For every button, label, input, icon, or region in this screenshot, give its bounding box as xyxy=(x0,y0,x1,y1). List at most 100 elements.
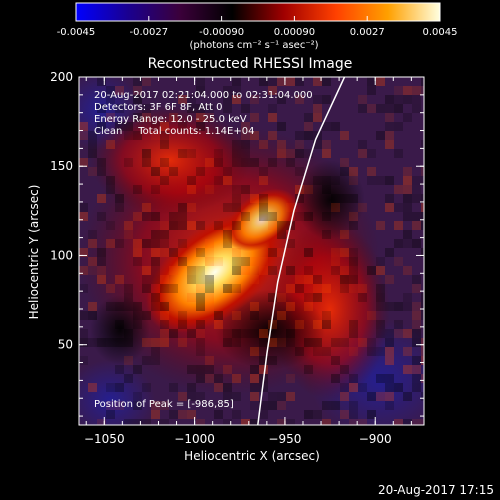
heatmap-pixel xyxy=(205,374,214,383)
heatmap-pixel xyxy=(349,419,358,425)
heatmap-pixel xyxy=(331,356,340,365)
heatmap-pixel xyxy=(106,95,115,104)
heatmap-pixel xyxy=(169,266,178,275)
heatmap-pixel xyxy=(403,266,412,275)
heatmap-pixel xyxy=(403,230,412,239)
heatmap-pixel xyxy=(97,248,106,257)
heatmap-pixel xyxy=(250,302,259,311)
heatmap-pixel xyxy=(223,104,232,113)
y-axis-label: Heliocentric Y (arcsec) xyxy=(27,185,41,320)
heatmap-pixel xyxy=(187,365,196,374)
heatmap-pixel xyxy=(421,293,424,302)
heatmap-pixel xyxy=(124,293,133,302)
heatmap-pixel xyxy=(322,320,331,329)
heatmap-pixel xyxy=(205,257,214,266)
heatmap-pixel xyxy=(421,392,424,401)
colorbar-tick-label: 0.0027 xyxy=(350,27,385,38)
heatmap-pixel xyxy=(106,410,115,419)
heatmap-pixel xyxy=(205,239,214,248)
heatmap-pixel xyxy=(331,374,340,383)
heatmap-pixel xyxy=(421,203,424,212)
heatmap-pixel xyxy=(376,293,385,302)
heatmap-pixel xyxy=(394,122,403,131)
heatmap-pixel xyxy=(214,158,223,167)
heatmap-dark-region xyxy=(90,295,150,365)
heatmap-pixel xyxy=(142,338,151,347)
heatmap-pixel xyxy=(313,113,322,122)
heatmap-pixel xyxy=(277,221,286,230)
heatmap-pixel xyxy=(421,77,424,86)
heatmap-pixel xyxy=(376,176,385,185)
heatmap-pixel xyxy=(205,158,214,167)
heatmap-pixel xyxy=(124,221,133,230)
heatmap-pixel xyxy=(124,338,133,347)
heatmap-pixel xyxy=(295,77,304,86)
heatmap-pixel xyxy=(178,320,187,329)
heatmap-pixel xyxy=(259,167,268,176)
heatmap-pixel xyxy=(196,365,205,374)
heatmap-pixel xyxy=(97,212,106,221)
heatmap-pixel xyxy=(295,140,304,149)
heatmap-pixel xyxy=(322,176,331,185)
heatmap-pixel xyxy=(187,185,196,194)
heatmap-pixel xyxy=(376,320,385,329)
heatmap-pixel xyxy=(268,248,277,257)
heatmap-pixel xyxy=(322,212,331,221)
heatmap-pixel xyxy=(358,149,367,158)
heatmap-pixel xyxy=(169,383,178,392)
heatmap-pixel xyxy=(268,212,277,221)
heatmap-pixel xyxy=(187,221,196,230)
colorbar-ticks: -0.0045 -0.0027 -0.00090 0.00090 0.0027 0.004… xyxy=(57,16,458,38)
heatmap-pixel xyxy=(367,104,376,113)
heatmap-pixel xyxy=(106,185,115,194)
heatmap-pixel xyxy=(142,266,151,275)
heatmap-pixel xyxy=(241,122,250,131)
heatmap-pixel xyxy=(313,410,322,419)
heatmap-pixel xyxy=(241,257,250,266)
heatmap-pixel xyxy=(295,347,304,356)
heatmap-pixel xyxy=(187,293,196,302)
heatmap-pixel xyxy=(88,383,97,392)
heatmap-pixel xyxy=(160,311,169,320)
heatmap-pixel xyxy=(322,347,331,356)
heatmap-pixel xyxy=(133,302,142,311)
heatmap-pixel xyxy=(268,338,277,347)
heatmap-pixel xyxy=(412,86,421,95)
heatmap-pixel xyxy=(241,185,250,194)
heatmap-pixel xyxy=(313,140,322,149)
heatmap-pixel xyxy=(367,77,376,86)
heatmap-pixel xyxy=(196,284,205,293)
heatmap-pixel xyxy=(295,275,304,284)
heatmap-pixel xyxy=(313,95,322,104)
heatmap-pixel xyxy=(133,95,142,104)
heatmap-pixel xyxy=(403,176,412,185)
heatmap-pixel xyxy=(421,248,424,257)
heatmap-pixel xyxy=(385,338,394,347)
heatmap-pixel xyxy=(106,383,115,392)
heatmap-pixel xyxy=(115,122,124,131)
heatmap-pixel xyxy=(133,185,142,194)
heatmap-pixel xyxy=(250,419,259,425)
heatmap-pixel xyxy=(79,203,88,212)
heatmap-pixel xyxy=(304,113,313,122)
heatmap-pixel xyxy=(331,338,340,347)
heatmap-pixel xyxy=(250,329,259,338)
plot-frame xyxy=(78,76,425,426)
heatmap-pixel xyxy=(232,410,241,419)
heatmap-pixel xyxy=(133,257,142,266)
heatmap-pixel xyxy=(79,284,88,293)
heatmap-pixel xyxy=(394,419,403,425)
heatmap-pixel xyxy=(421,356,424,365)
heatmap-pixel xyxy=(349,194,358,203)
heatmap-pixel xyxy=(313,347,322,356)
heatmap-pixel xyxy=(187,410,196,419)
heatmap-pixel xyxy=(403,203,412,212)
heatmap-pixel xyxy=(196,167,205,176)
heatmap-pixel xyxy=(169,221,178,230)
heatmap-pixel xyxy=(160,419,169,425)
heatmap-pixel xyxy=(79,311,88,320)
heatmap-pixel xyxy=(250,374,259,383)
heatmap-pixel xyxy=(295,131,304,140)
x-tick-label: −1000 xyxy=(174,432,215,446)
heatmap-pixel xyxy=(232,185,241,194)
